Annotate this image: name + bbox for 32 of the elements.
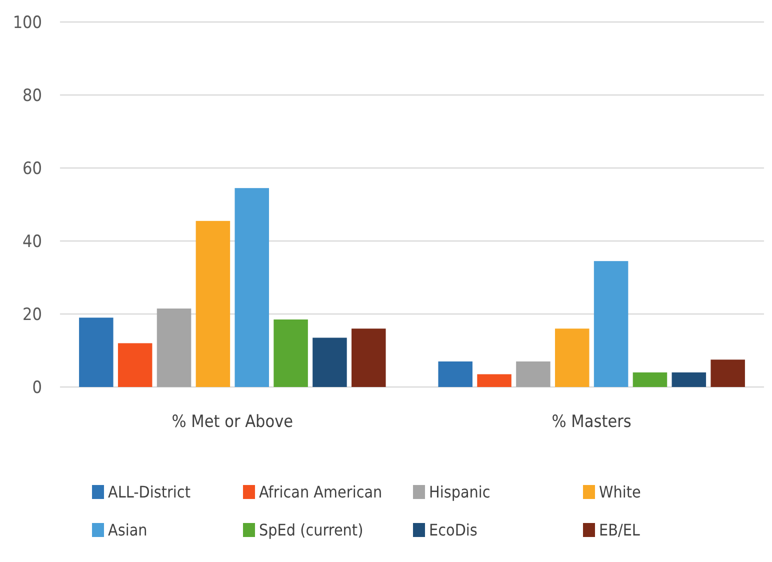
bar bbox=[516, 361, 550, 387]
legend-label: Asian bbox=[108, 520, 148, 540]
y-tick-label: 20 bbox=[22, 304, 42, 325]
bar bbox=[672, 372, 706, 387]
bar bbox=[555, 328, 590, 387]
bar bbox=[710, 360, 745, 387]
y-tick-label: 40 bbox=[22, 232, 42, 252]
bar bbox=[196, 220, 230, 387]
legend-label: African American bbox=[259, 482, 382, 502]
bar bbox=[632, 372, 668, 387]
bar bbox=[594, 261, 628, 387]
bar bbox=[234, 188, 269, 387]
bar bbox=[79, 318, 114, 387]
bar bbox=[156, 308, 192, 387]
bar bbox=[312, 338, 347, 387]
legend-label: ALL-District bbox=[108, 482, 191, 502]
legend-label: White bbox=[599, 482, 641, 502]
legend-label: EB/EL bbox=[599, 520, 640, 540]
bar bbox=[438, 361, 472, 387]
legend-label: SpEd (current) bbox=[259, 520, 364, 540]
x-tick-label: % Met or Above bbox=[172, 412, 294, 432]
y-tick-label: 100 bbox=[12, 12, 42, 33]
bar bbox=[477, 374, 512, 387]
x-tick-label: % Masters bbox=[552, 412, 632, 432]
y-tick-label: 0 bbox=[32, 378, 42, 398]
y-tick-label: 80 bbox=[22, 86, 42, 106]
bar bbox=[352, 328, 386, 387]
y-tick-label: 60 bbox=[22, 158, 42, 179]
legend-label: EcoDis bbox=[429, 520, 478, 540]
bar bbox=[274, 319, 308, 387]
bar bbox=[118, 343, 152, 387]
legend-label: Hispanic bbox=[429, 482, 490, 502]
